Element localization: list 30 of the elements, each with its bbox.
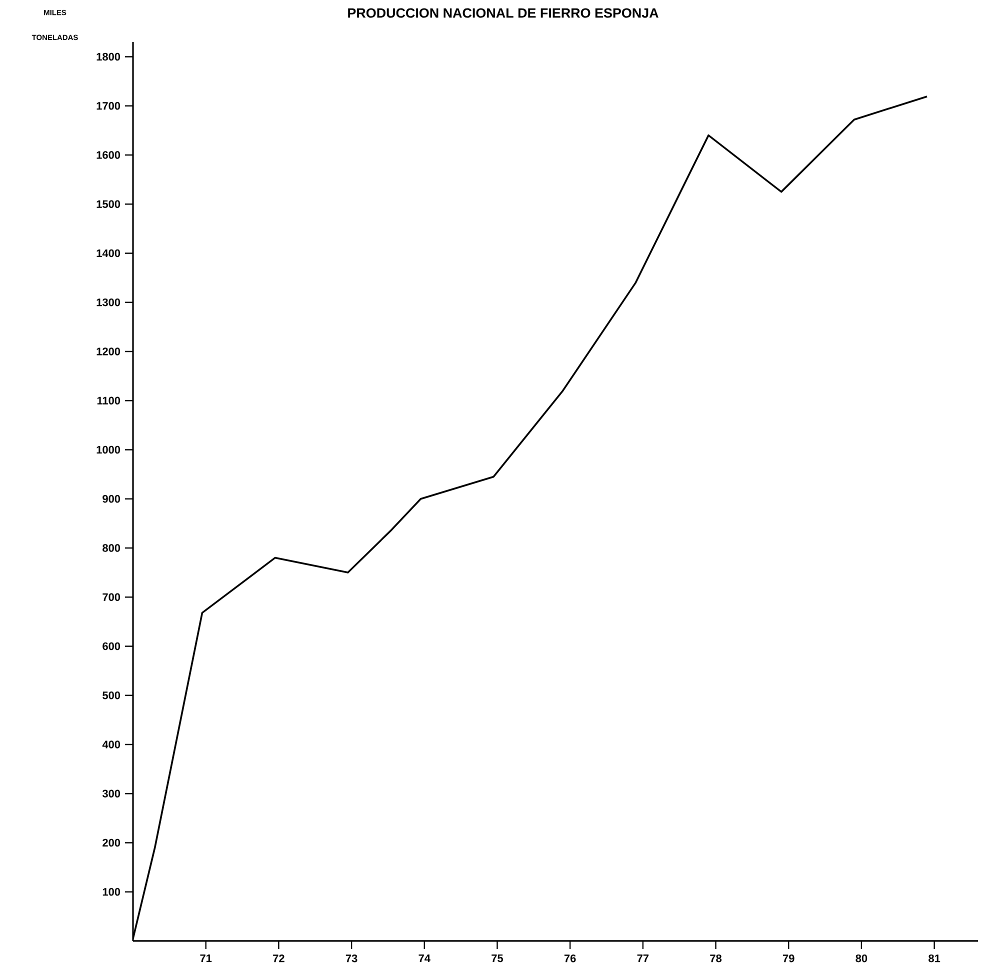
y-tick-label: 300	[102, 790, 120, 798]
y-tick-label: 1800	[96, 52, 120, 61]
y-tick-label: 700	[102, 593, 120, 601]
y-tick-label: 1600	[96, 151, 120, 159]
y-tick-label: 900	[102, 494, 120, 503]
y-tick-label: 1400	[96, 249, 120, 258]
y-tick-label: 500	[102, 691, 120, 700]
x-tick-label: 77	[637, 954, 649, 962]
x-tick-label: 71	[200, 954, 212, 962]
x-tick-label: 78	[710, 954, 722, 962]
y-tick-label: 400	[102, 740, 120, 748]
x-tick-label: 73	[346, 954, 358, 962]
x-tick-label: 74	[418, 954, 430, 962]
chart-title: PRODUCCION NACIONAL DE FIERRO ESPONJA	[348, 8, 658, 18]
y-tick-label: 100	[102, 888, 120, 896]
x-tick-label: 80	[856, 954, 868, 962]
y-tick-label: 200	[102, 838, 120, 847]
x-tick-label: 81	[928, 954, 940, 962]
y-tick-label: 1500	[96, 200, 120, 208]
y-tick-label: 1100	[97, 396, 120, 404]
y-tick-label: 1000	[96, 446, 120, 454]
x-tick-label: 75	[492, 954, 504, 962]
x-tick-label: 76	[564, 954, 576, 962]
x-tick-label: 72	[273, 954, 284, 962]
y-tick-label: 800	[102, 544, 120, 552]
y-tick-label: 1700	[96, 102, 120, 110]
y-tick-label: 1300	[96, 298, 120, 306]
y-tick-label: 600	[102, 642, 120, 650]
x-tick-label: 79	[782, 954, 794, 962]
y-tick-label: 1200	[96, 348, 120, 356]
